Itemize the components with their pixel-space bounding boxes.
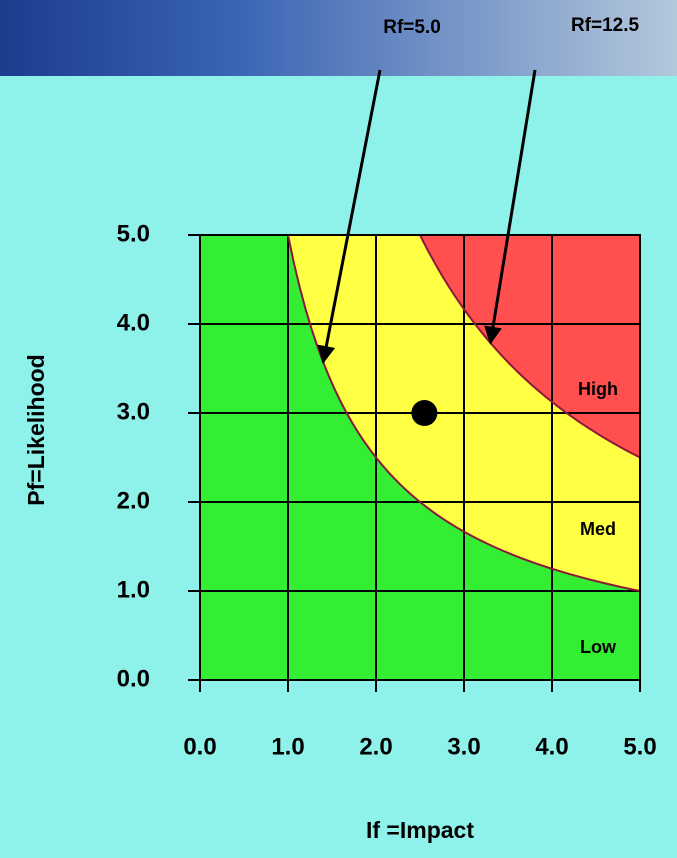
y-tick-label: 2.0	[117, 487, 150, 514]
zone-label: Med	[580, 519, 616, 539]
y-tick-label: 1.0	[117, 576, 150, 603]
zone-label: High	[578, 379, 618, 399]
banner	[0, 0, 677, 76]
zone-label: Low	[580, 637, 617, 657]
x-tick-label: 0.0	[183, 733, 216, 760]
threshold-label: Rf=5.0	[383, 17, 441, 38]
threshold-label: Rf=12.5	[571, 15, 640, 36]
y-tick-label: 0.0	[117, 665, 150, 692]
y-tick-label: 3.0	[117, 398, 150, 425]
x-axis-label: If =Impact	[366, 817, 474, 843]
chart: If =Impact Pf=Likelihood 0.0 1.0 2.0 3.0 4.0…	[0, 0, 677, 858]
x-tick-label: 3.0	[447, 733, 480, 760]
x-tick-label: 1.0	[271, 733, 304, 760]
x-tick-label: 2.0	[359, 733, 392, 760]
y-axis-label: Pf=Likelihood	[23, 354, 49, 505]
x-tick-label: 4.0	[535, 733, 568, 760]
risk-point	[411, 400, 437, 426]
x-tick-label: 5.0	[623, 733, 656, 760]
y-tick-label: 5.0	[117, 220, 150, 247]
y-tick-label: 4.0	[117, 309, 150, 336]
